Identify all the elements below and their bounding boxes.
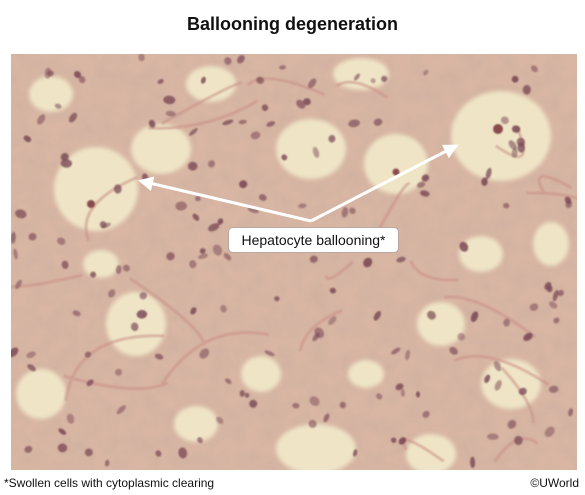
annotation-label: Hepatocyte ballooning* bbox=[228, 227, 399, 253]
copyright-credit: ©UWorld bbox=[530, 476, 579, 490]
footnote: *Swollen cells with cytoplasmic clearing bbox=[4, 476, 215, 490]
arrow-right bbox=[310, 144, 459, 223]
histology-micrograph bbox=[11, 54, 577, 470]
figure-title: Ballooning degeneration bbox=[186, 14, 398, 34]
arrow-left bbox=[138, 176, 312, 223]
pointer-arrows bbox=[138, 144, 459, 223]
